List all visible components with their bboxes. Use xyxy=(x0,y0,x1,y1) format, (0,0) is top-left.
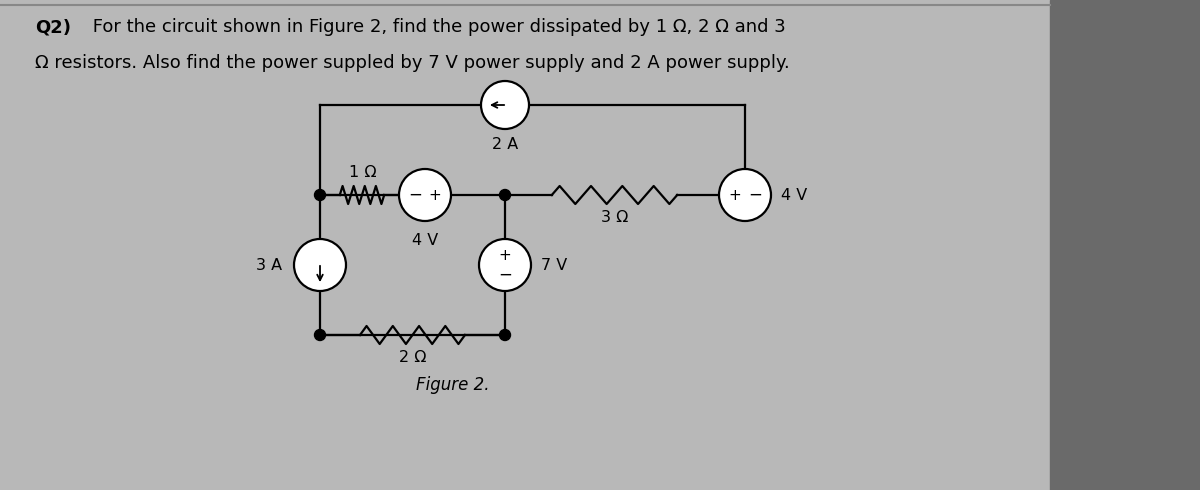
Text: +: + xyxy=(499,247,511,263)
Circle shape xyxy=(314,329,325,341)
Circle shape xyxy=(499,190,510,200)
Bar xyxy=(1050,0,1200,490)
Text: −: − xyxy=(498,266,512,284)
Circle shape xyxy=(314,190,325,200)
Circle shape xyxy=(479,239,530,291)
Text: 4 V: 4 V xyxy=(412,233,438,248)
Text: Figure 2.: Figure 2. xyxy=(415,376,490,394)
Text: 7 V: 7 V xyxy=(541,258,568,272)
Circle shape xyxy=(481,81,529,129)
Text: 2 A: 2 A xyxy=(492,137,518,152)
Text: For the circuit shown in Figure 2, find the power dissipated by 1 Ω, 2 Ω and 3: For the circuit shown in Figure 2, find … xyxy=(88,18,786,36)
Text: Ω resistors. Also find the power suppled by 7 V power supply and 2 A power suppl: Ω resistors. Also find the power suppled… xyxy=(35,54,790,72)
Text: 4 V: 4 V xyxy=(781,188,808,202)
Circle shape xyxy=(499,329,510,341)
Text: Q2): Q2) xyxy=(35,18,71,36)
Text: 1 Ω: 1 Ω xyxy=(349,165,377,180)
Text: 3 A: 3 A xyxy=(256,258,282,272)
Text: −: − xyxy=(408,186,422,204)
Text: +: + xyxy=(428,188,442,202)
Text: 2 Ω: 2 Ω xyxy=(398,350,426,365)
Circle shape xyxy=(719,169,772,221)
Circle shape xyxy=(294,239,346,291)
Text: +: + xyxy=(728,188,742,202)
Circle shape xyxy=(398,169,451,221)
Text: 3 Ω: 3 Ω xyxy=(601,210,628,225)
Text: −: − xyxy=(748,186,762,204)
